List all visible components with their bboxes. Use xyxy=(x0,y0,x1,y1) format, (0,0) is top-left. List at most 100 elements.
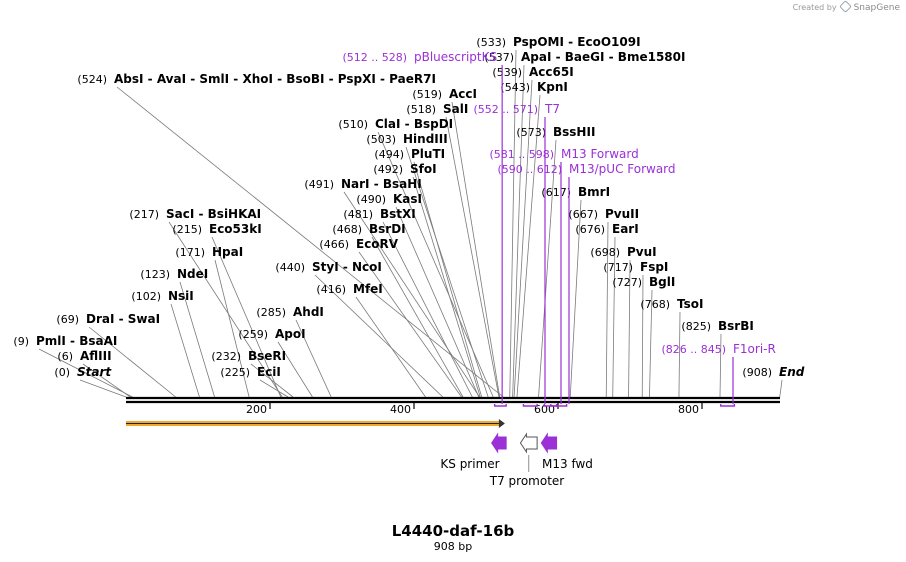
feature-label-ks-primer: KS primer xyxy=(440,457,499,471)
feature-arrow-t7-promoter[interactable] xyxy=(519,432,538,454)
primer-m13-forward[interactable]: M13 Forward xyxy=(561,147,639,161)
feature-arrow-ks-primer[interactable] xyxy=(491,432,507,454)
site-tsoi[interactable]: TsoI xyxy=(677,297,703,311)
leader-line-tsoi xyxy=(678,311,681,398)
primer-f1ori-r[interactable]: F1ori-R xyxy=(733,342,776,356)
primer-range: (590 .. 612) xyxy=(497,163,562,176)
primer-bracket-pbluescriptks xyxy=(493,404,507,407)
site-nsii[interactable]: NsiI xyxy=(168,289,194,303)
site-position: (698) xyxy=(590,246,620,259)
primer-range: (552 .. 571) xyxy=(473,103,538,116)
site-clai-bspdi[interactable]: ClaI - BspDI xyxy=(375,117,453,131)
site-pvui[interactable]: PvuI xyxy=(627,245,657,259)
dna-backbone xyxy=(126,396,780,404)
axis-tick-label: 400 xyxy=(390,403,411,416)
site-sfoi[interactable]: SfoI xyxy=(410,162,437,176)
leader-line-absi-avai-smli-xhoi-bsobi-pspxi-paer7i xyxy=(116,86,504,398)
site-position: (543) xyxy=(500,81,530,94)
axis-ticks: 200 400 600 800 xyxy=(246,403,703,416)
site-position: (539) xyxy=(492,66,522,79)
primer-bracket-m13-puc-forward xyxy=(550,404,568,407)
site-ahdi[interactable]: AhdI xyxy=(293,305,324,319)
leader-line-bsshii xyxy=(538,139,557,398)
site-hpai[interactable]: HpaI xyxy=(212,245,243,259)
leader-line-apoi xyxy=(277,341,313,398)
leader-line-pvui xyxy=(628,259,631,398)
insert-bar xyxy=(126,419,505,428)
site-eco53ki[interactable]: Eco53kI xyxy=(209,222,262,236)
site-styi-ncoi[interactable]: StyI - NcoI xyxy=(312,260,382,274)
site-position: (676) xyxy=(575,223,605,236)
site-afliii[interactable]: AflIII xyxy=(80,349,112,363)
site-position: (533) xyxy=(476,36,506,49)
site-ecii[interactable]: EciI xyxy=(257,365,281,379)
feature-arrow-m13-fwd[interactable] xyxy=(540,432,558,454)
leader-line-sali xyxy=(445,116,500,398)
credit-brand: SnapGene xyxy=(853,3,900,13)
axis-tick-label: 800 xyxy=(678,403,699,416)
site-position: (481) xyxy=(343,208,373,221)
site-bmri[interactable]: BmrI xyxy=(578,185,610,199)
site-ndei[interactable]: NdeI xyxy=(177,267,208,281)
site-nari-bsahi[interactable]: NarI - BsaHI xyxy=(341,177,422,191)
site-position: (537) xyxy=(484,51,514,64)
site-position: (69) xyxy=(56,313,79,326)
site-mfei[interactable]: MfeI xyxy=(353,282,383,296)
site-start[interactable]: Start xyxy=(77,365,112,379)
site-position: (491) xyxy=(304,178,334,191)
site-position: (494) xyxy=(374,148,404,161)
leader-line-acci xyxy=(451,101,501,398)
primer-pbluescriptks[interactable]: pBluescriptKS xyxy=(414,50,497,64)
site-position: (573) xyxy=(516,126,546,139)
primer-m13-puc-forward[interactable]: M13/pUC Forward xyxy=(569,162,676,176)
site-position: (9) xyxy=(13,335,29,348)
site-position: (825) xyxy=(681,320,711,333)
site-hindiii[interactable]: HindIII xyxy=(403,132,448,146)
site-sali[interactable]: SalI xyxy=(443,102,468,116)
site-position: (285) xyxy=(256,306,286,319)
site-position: (524) xyxy=(77,73,107,86)
site-end[interactable]: End xyxy=(779,365,805,379)
primer-range: (826 .. 845) xyxy=(661,343,726,356)
snapgene-credit: Created by SnapGene xyxy=(793,0,900,13)
site-pluti[interactable]: PluTI xyxy=(411,147,445,161)
site-saci-bsihkai[interactable]: SacI - BsiHKAI xyxy=(166,207,261,221)
site-bstxi[interactable]: BstXI xyxy=(380,207,416,221)
leader-line-apai-baegi-bme1580i xyxy=(512,64,525,398)
site-acci[interactable]: AccI xyxy=(449,87,477,101)
site-position: (908) xyxy=(742,366,772,379)
site-fspi[interactable]: FspI xyxy=(640,260,668,274)
leader-line-ahdi xyxy=(295,319,332,398)
leader-line-nsii xyxy=(170,303,200,398)
site-position: (215) xyxy=(172,223,202,236)
site-pmli-bsaai[interactable]: PmlI - BsaAI xyxy=(36,334,117,348)
site-absi-avai-smli-xhoi-bsobi-pspxi-paer7i[interactable]: AbsI - AvaI - SmlI - XhoI - BsoBI - PspX… xyxy=(114,72,436,86)
site-acc65i[interactable]: Acc65I xyxy=(529,65,574,79)
site-drai-swai[interactable]: DraI - SwaI xyxy=(86,312,160,326)
site-position: (519) xyxy=(412,88,442,101)
site-kpni[interactable]: KpnI xyxy=(537,80,568,94)
site-position: (503) xyxy=(366,133,396,146)
leader-line-ecorv xyxy=(358,251,462,398)
primer-bracket-t7 xyxy=(522,404,538,407)
map-length: 908 bp xyxy=(434,540,472,553)
site-apoi[interactable]: ApoI xyxy=(275,327,306,341)
site-bsrdi[interactable]: BsrDI xyxy=(369,222,406,236)
site-apai-baegi-bme1580i[interactable]: ApaI - BaeGI - Bme1580I xyxy=(521,50,685,64)
site-bgli[interactable]: BglI xyxy=(649,275,675,289)
site-bsshii[interactable]: BssHII xyxy=(553,125,595,139)
leader-line-eco53ki xyxy=(211,236,282,398)
primer-t7[interactable]: T7 xyxy=(544,102,560,116)
leader-line-pspomi-ecoo109i xyxy=(509,49,517,398)
site-pspomi-ecoo109i[interactable]: PspOMI - EcoO109I xyxy=(513,35,641,49)
site-kasi[interactable]: KasI xyxy=(393,192,422,206)
leader-line-bsrdi xyxy=(371,236,464,398)
site-eari[interactable]: EarI xyxy=(612,222,639,236)
site-position: (492) xyxy=(373,163,403,176)
site-position: (717) xyxy=(603,261,633,274)
site-bseri[interactable]: BseRI xyxy=(248,349,286,363)
site-bsrbi[interactable]: BsrBI xyxy=(718,319,754,333)
site-position: (440) xyxy=(275,261,305,274)
site-ecorv[interactable]: EcoRV xyxy=(356,237,399,251)
site-pvuii[interactable]: PvuII xyxy=(605,207,639,221)
